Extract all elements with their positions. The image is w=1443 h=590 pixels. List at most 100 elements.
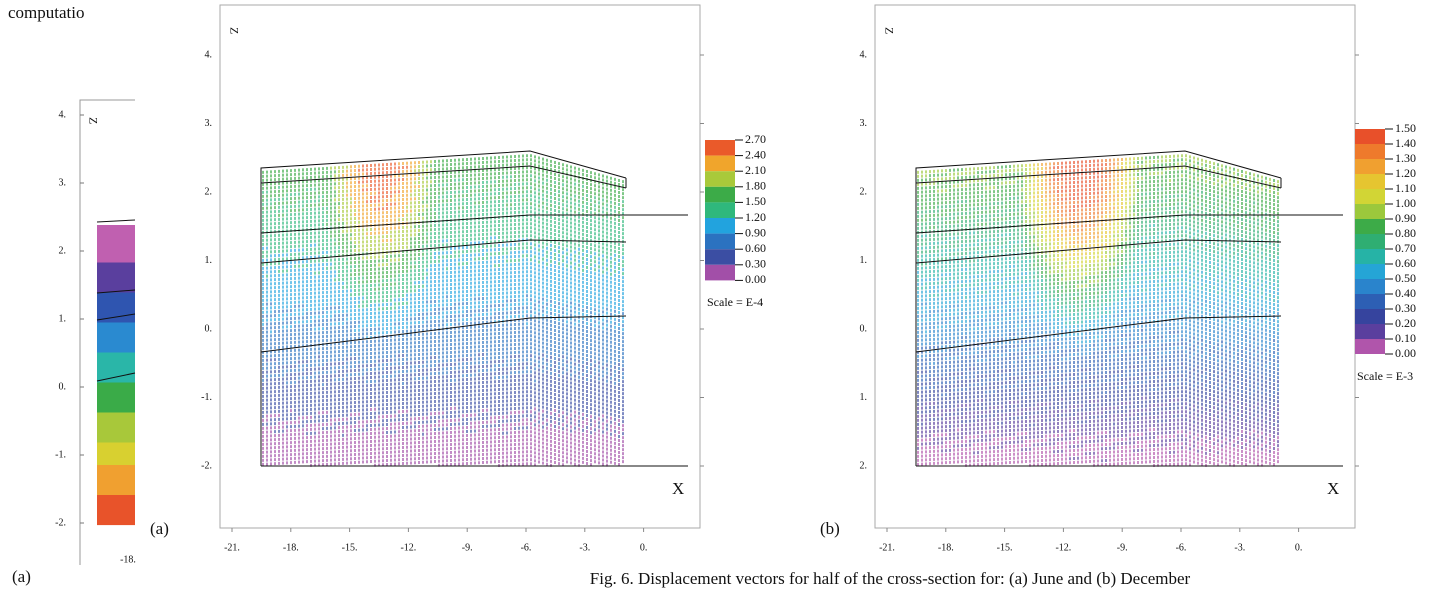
vector-field <box>917 362 1279 428</box>
strip-band <box>97 480 135 488</box>
vector-field <box>262 174 624 311</box>
y-tick-label: 1. <box>205 255 213 266</box>
x-label: X <box>1327 479 1339 498</box>
vector-field <box>262 294 624 387</box>
y-tick-label: 2. <box>205 186 213 197</box>
strip-band <box>97 292 135 301</box>
x-label: X <box>672 479 684 498</box>
x-tick-label: -15. <box>997 542 1013 553</box>
panel-frame <box>219 4 701 529</box>
layer-boundary <box>260 214 688 234</box>
x-tick-label: -18. <box>120 554 136 565</box>
legend-swatch <box>1355 159 1385 174</box>
strip-band <box>97 247 135 256</box>
x-tick-label: 0. <box>640 542 648 553</box>
x-tick-label: -3. <box>1234 542 1245 553</box>
y-tick-label: 4. <box>205 49 213 60</box>
vector-field <box>262 352 624 439</box>
x-tick-label: -9. <box>1117 542 1128 553</box>
figure-caption: Fig. 6. Displacement vectors for half of… <box>590 569 1191 588</box>
legend-swatch <box>1355 219 1385 234</box>
vector-field <box>917 223 1279 325</box>
strip-band <box>97 337 135 346</box>
legend-label: 1.00 <box>1395 196 1416 210</box>
z-label: Z <box>86 117 100 124</box>
legend-swatch <box>705 202 735 218</box>
vector-field <box>262 406 624 467</box>
layer-boundary <box>915 214 1343 234</box>
legend-label: 0.90 <box>1395 211 1416 225</box>
strip-band <box>97 270 135 278</box>
legend-swatch <box>705 233 735 250</box>
legend-label: 0.50 <box>1395 271 1416 285</box>
legend-label: 0.30 <box>745 257 766 271</box>
strip-band <box>97 345 135 353</box>
strip-band <box>97 300 135 308</box>
strip-band <box>97 405 135 413</box>
vector-field <box>917 328 1279 397</box>
legend-swatch <box>705 155 735 172</box>
vector-field <box>917 155 1279 301</box>
legend-swatch <box>705 264 735 281</box>
y-tick-label: 0. <box>59 381 67 392</box>
y-tick-label: -2. <box>55 517 66 528</box>
vector-field <box>1033 157 1127 257</box>
layer-boundary <box>915 165 1282 189</box>
panel-label: (a) <box>150 519 169 538</box>
legend-swatch <box>1355 234 1385 249</box>
legend-swatch <box>1355 144 1385 159</box>
vector-field <box>917 294 1279 368</box>
x-tick-label: -6. <box>521 542 532 553</box>
strip-band <box>97 465 135 473</box>
strip-band <box>97 495 135 503</box>
legend-label: 0.70 <box>1395 241 1416 255</box>
y-tick-label: 0. <box>860 323 868 334</box>
x-tick-label: 0. <box>1295 542 1303 553</box>
strip-band <box>97 502 135 511</box>
x-tick-label: -21. <box>224 542 240 553</box>
color-strip <box>97 225 135 526</box>
strip-band <box>97 382 135 391</box>
strip-band <box>97 375 135 383</box>
panel-label: (b) <box>820 519 840 538</box>
y-tick-label: 0. <box>205 323 213 334</box>
legend-swatch <box>1355 324 1385 339</box>
y-tick-label: 4. <box>860 49 868 60</box>
legend-label: 2.10 <box>745 163 766 177</box>
strip-band <box>97 322 135 331</box>
layer-boundary <box>915 239 1282 264</box>
y-tick-label: 3. <box>860 118 868 129</box>
strip-band <box>97 360 135 368</box>
vector-field <box>917 427 1279 467</box>
strip-band <box>97 442 135 451</box>
strip-band <box>97 277 135 286</box>
legend-swatch <box>705 249 735 265</box>
strip-band <box>97 517 135 526</box>
legend-label: 0.20 <box>1395 316 1416 330</box>
y-tick-label: 1. <box>860 255 868 266</box>
strip-band <box>97 232 135 241</box>
layer-boundary <box>260 165 627 189</box>
strip-band <box>97 315 135 323</box>
legend-swatch <box>1355 279 1385 294</box>
legend-swatch <box>1355 309 1385 324</box>
footer-label: (a) <box>12 567 31 586</box>
x-tick-label: -6. <box>1176 542 1187 553</box>
domain-outline <box>915 150 1343 467</box>
strip-band <box>97 330 135 338</box>
strip-band <box>97 397 135 406</box>
vector-field <box>1037 157 1123 245</box>
legend-label: 2.70 <box>745 132 766 146</box>
x-tick-label: -3. <box>579 542 590 553</box>
legend-swatch <box>705 171 735 187</box>
legend-label: 1.80 <box>745 179 766 193</box>
legend-swatch <box>705 218 735 234</box>
legend-label: 1.30 <box>1395 151 1416 165</box>
strip-line <box>96 219 136 382</box>
y-tick-label: 3. <box>59 177 67 188</box>
legend-scale: Scale = E-4 <box>707 295 763 309</box>
domain-outline <box>260 150 688 467</box>
vector-field <box>1025 157 1135 276</box>
legend-label: 1.20 <box>1395 166 1416 180</box>
